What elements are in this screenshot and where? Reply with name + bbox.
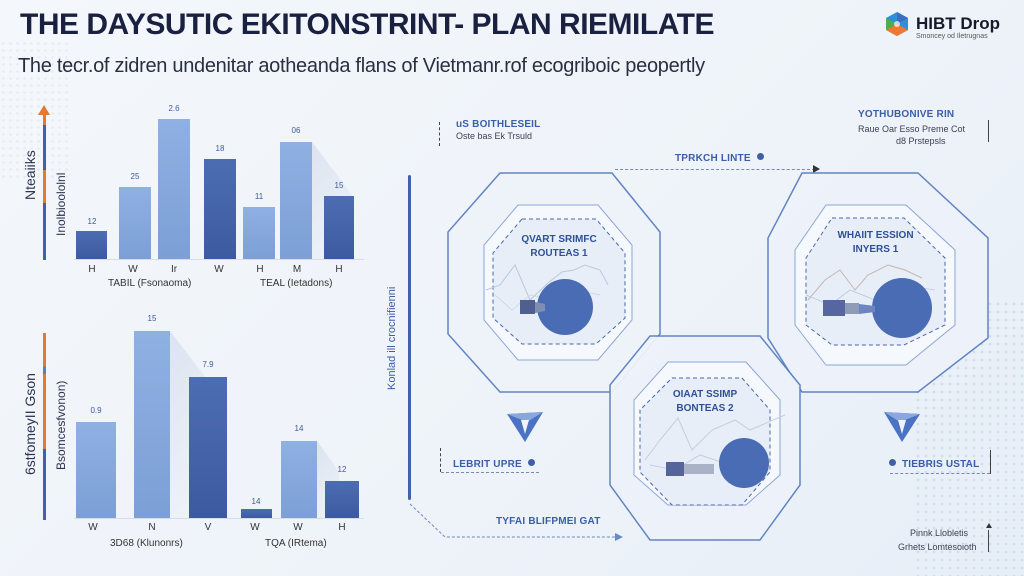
note-bracket — [439, 122, 440, 146]
note-top-left-subtitle: Oste bas Ek Trsuld — [456, 131, 533, 141]
y-axis-label: Nteaiiks — [22, 150, 38, 200]
x-tick-2: N — [148, 522, 156, 533]
flow-label-bottom: TYFAI BLIFPMEI GAT — [496, 516, 601, 527]
group-label-2: TQA (IRtema) — [265, 538, 327, 549]
x-tick-6: H — [338, 522, 346, 533]
hexagon-network-logo-icon — [886, 12, 908, 36]
node-3-title-line1: OIAAT SSIMP — [672, 389, 738, 400]
note-bracket — [988, 120, 989, 142]
bar-4 — [241, 509, 272, 518]
x-tick-6: M — [292, 264, 302, 275]
bar-value-6: 06 — [291, 126, 301, 135]
note-bracket — [990, 450, 991, 474]
paper-plane-arrow-icon — [507, 412, 543, 442]
bar-value-2: 15 — [147, 314, 157, 323]
node-1-title-line1: QVART SRIMFC — [521, 234, 597, 245]
x-tick-4: W — [250, 522, 260, 533]
flow-label-right: TIEBRIS USTAL — [889, 454, 979, 472]
y-axis-label: 6stfomeyII Gson — [22, 373, 38, 475]
flow-label-left: LEBRIT UPRE — [453, 454, 535, 472]
node-1[interactable]: QVART SRIMFC ROUTEAS 1 — [493, 233, 625, 263]
page-subtitle: The tecr.of zidren undenitar aotheanda f… — [18, 55, 705, 77]
x-tick-3: V — [204, 522, 212, 533]
x-tick-1: W — [88, 522, 98, 533]
bar-3 — [158, 119, 190, 259]
flow-label-top: TPRKCH LINTE — [675, 148, 764, 166]
group-label-1: 3D68 (Klunonrs) — [110, 538, 183, 549]
arrow-up-icon — [986, 523, 992, 528]
decorative-dot-pattern-left — [0, 40, 70, 180]
bar-3 — [189, 377, 227, 518]
bar-value-4: 18 — [215, 144, 225, 153]
y-axis-bar — [43, 333, 46, 520]
dot-icon — [527, 459, 535, 467]
x-tick-2: W — [128, 264, 138, 275]
bar-value-7: 15 — [334, 181, 344, 190]
page-title: THE DAYSUTIC EKITONSTRINT- PLAN RIEMILAT… — [20, 8, 714, 41]
group-label-1: TABIL (Fsonaoma) — [108, 278, 192, 289]
bar-value-1: 0.9 — [90, 406, 102, 415]
node-3-title-line2: BONTEAS 2 — [676, 403, 734, 414]
dot-icon — [889, 459, 896, 467]
bar-5 — [243, 207, 275, 259]
bar-value-6: 12 — [337, 465, 347, 474]
bar-value-3: 7.9 — [202, 360, 214, 369]
note-top-right-line1: Raue Oar Esso Preme Cot — [858, 124, 966, 134]
x-tick-5: W — [293, 522, 303, 533]
flow-connector-top — [615, 169, 815, 170]
bar-2 — [119, 187, 151, 259]
note-bracket — [988, 530, 989, 552]
bar-value-3: 2.6 — [168, 104, 180, 113]
bar-6 — [280, 142, 312, 259]
note-bottom-right-line1: Pinnk Llobletis — [910, 528, 969, 538]
x-tick-7: H — [335, 264, 343, 275]
bar-2 — [134, 331, 170, 518]
group-label-2: TEAL (Ietadons) — [260, 278, 333, 289]
paper-plane-arrow-icon — [884, 412, 920, 442]
bar-1 — [76, 422, 116, 518]
node-3[interactable]: OIAAT SSIMP BONTEAS 2 — [640, 388, 770, 418]
x-tick-4: W — [214, 264, 224, 275]
dot-icon — [756, 153, 764, 161]
bar-value-5: 14 — [294, 424, 304, 433]
diagram-side-label: Konlad ill crocnifienni — [386, 286, 398, 390]
x-tick-3: Ir — [170, 264, 178, 275]
bar-4 — [204, 159, 236, 259]
bar-6 — [325, 481, 359, 518]
bar-value-2: 25 — [130, 172, 140, 181]
bar-value-4: 14 — [251, 497, 261, 506]
node-2-title-line1: WHAIIT ESSION — [837, 230, 914, 241]
node-1-title-line2: ROUTEAS 1 — [530, 248, 588, 259]
arrow-right-icon — [813, 165, 820, 173]
note-bracket — [440, 448, 441, 472]
node-2[interactable]: WHAIIT ESSION INYERS 1 — [808, 229, 943, 259]
brand-tagline: Smoncey od Iletrugnas — [916, 33, 988, 40]
bar-7 — [324, 196, 354, 259]
bar-1 — [76, 231, 107, 259]
y-axis-arrowhead-icon — [38, 105, 50, 115]
x-tick-5: H — [256, 264, 264, 275]
y-axis-arrow — [43, 110, 46, 260]
note-underline — [441, 472, 539, 473]
bar-5 — [281, 441, 317, 518]
note-top-right-title: YOTHUBONIVE RIN — [858, 109, 955, 120]
node-2-title-line2: INYERS 1 — [852, 244, 899, 255]
x-tick-1: H — [88, 264, 96, 275]
note-underline — [890, 473, 990, 474]
note-top-left-title: uS BOITHLESEIL — [456, 119, 541, 130]
y-axis-sublabel: Inolbioololnl — [54, 172, 68, 236]
note-top-right-line2: d8 Prstepsls — [896, 136, 946, 146]
brand: HIBT Drop Smoncey od Iletrugnas — [884, 11, 1001, 40]
x-axis-baseline — [74, 518, 364, 519]
bar-value-5: 11 — [254, 192, 264, 201]
x-axis-baseline — [74, 259, 364, 260]
note-bottom-right-line2: Grhets Lomtesoioth — [898, 542, 977, 552]
diagram-vertical-rail — [408, 175, 411, 500]
bar-value-1: 12 — [87, 217, 97, 226]
brand-name: HIBT Drop — [916, 14, 1001, 33]
y-axis-sublabel: Bsomcesfvonon) — [54, 380, 68, 470]
